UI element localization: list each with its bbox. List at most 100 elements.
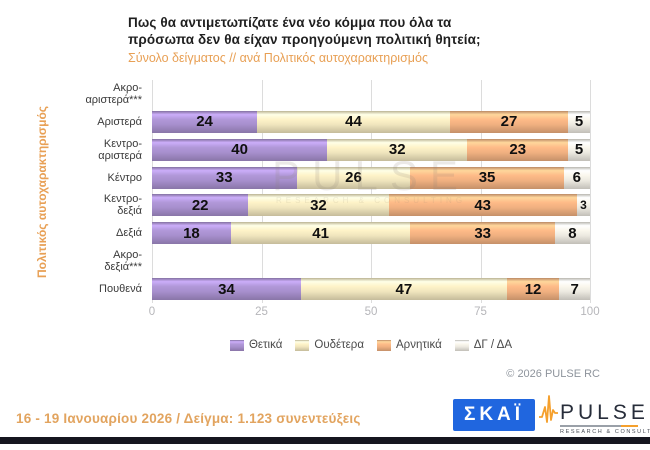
bar-value-label: 32 [310,196,327,214]
legend-swatch [229,339,244,351]
bar-row [152,83,590,105]
bar-segment: 47 [300,278,507,301]
y-axis-label: Κέντρο [107,171,142,184]
bar-value-label: 26 [345,169,362,187]
bar-value-label: 32 [388,141,406,159]
bar-segment: 22 [152,194,249,217]
bar-value-label: 40 [231,141,248,159]
bar-segment: 24 [152,110,258,133]
bar-segment: 35 [410,166,564,189]
bar-segment: 27 [449,110,569,133]
legend-item: ΔΓ / ΔΑ [454,339,513,351]
bar-row [152,250,590,272]
bar-segment: 32 [248,194,389,217]
x-axis-tick-label: 25 [255,306,268,318]
gridline [480,80,482,303]
bar-segment: 34 [152,278,301,301]
header: Πως θα αντιμετωπίζατε ένα νέο κόμμα που … [128,14,481,65]
chart-title: Πως θα αντιμετωπίζατε ένα νέο κόμμα που … [128,15,481,47]
x-axis-tick-label: 0 [148,306,156,318]
bar-value-label: 12 [524,280,542,298]
chart-subtitle: Σύνολο δείγματος // ανά Πολιτικός αυτοχα… [128,51,428,65]
bar-value-label: 7 [570,280,579,298]
bar-segment: 43 [388,194,577,217]
pulse-logo: PULSE RESEARCH & CONSULTING [538,394,650,435]
x-axis: 0 25 50 75 100 [148,306,600,320]
bar-segment: 44 [257,110,450,133]
x-axis-tick-label: 75 [474,306,487,318]
bar-value-label: 22 [191,196,209,214]
legend-swatch [295,339,310,351]
bar-value-label: 8 [568,224,577,242]
bottom-bar [0,437,650,444]
bar-row: 18 41 33 8 [152,222,590,245]
legend-label: ΔΓ / ΔΑ [473,339,513,351]
bar-value-label: 43 [474,196,492,214]
bar-segment: 40 [152,138,328,161]
legend-label: Ουδέτερα [314,339,364,351]
bar-segment: 6 [563,166,590,189]
bar-value-label: 24 [196,113,213,131]
bar-segment: 18 [152,222,231,245]
pulse-logo-top: PULSE [538,394,645,424]
bar-segment: 26 [296,166,411,189]
bar-segment: 7 [559,278,590,301]
y-axis-label: Ακρο- αριστερά*** [85,81,142,106]
bar-segment: 3 [576,194,590,217]
bar-value-label: 44 [345,113,362,131]
bar-value-label: 47 [395,280,413,298]
bar-value-label: 41 [312,224,329,242]
legend-swatch [454,339,469,351]
gridline [371,80,372,303]
bar-value-label: 35 [478,169,496,187]
bar-value-label: 18 [183,224,200,242]
legend-item: Αρνητικά [377,339,442,351]
legend: Θετικά Ουδέτερα Αρνητικά ΔΓ / ΔΑ [152,339,590,351]
y-axis-label: Αριστερά [97,115,142,128]
bar-segment: 5 [568,138,590,161]
bar-value-label: 23 [509,141,527,159]
pulse-logo-subtext: RESEARCH & CONSULTING [560,429,650,435]
bar-value-label: 5 [574,113,584,131]
bar-value-label: 33 [215,169,233,187]
x-axis-tick-label: 50 [364,306,378,318]
y-axis-label: Πουθενά [99,283,142,296]
survey-info-text: 16 - 19 Ιανουαρίου 2026 / Δείγμα: 1.123 … [16,411,361,426]
pulse-logo-divider [560,425,638,427]
y-axis-label: Κεντρο- δεξιά [103,193,142,218]
y-axis-label: Κεντρο- αριστερά [98,137,142,162]
chart-plot-area: 24 44 27 5 40 32 23 5 33 26 35 6 22 32 43 3 18 41 33 8 34 47 1… [152,80,591,303]
legend-label: Αρνητικά [396,339,442,351]
bar-row: 40 32 23 5 [152,138,590,161]
bar-row: 34 47 12 7 [152,278,590,301]
bar-value-label: 34 [218,280,235,298]
pulse-waveform-icon [539,395,558,423]
bar-segment: 33 [410,222,555,245]
y-axis-labels: Ακρο- αριστερά*** Αριστερά Κεντρο- αριστερ… [38,80,146,303]
bar-segment: 23 [467,138,569,161]
bar-value-label: 5 [574,141,584,159]
bar-segment: 32 [327,138,468,161]
skai-logo: ΣΚΑΪ [453,399,535,431]
bar-value-label: 3 [580,198,587,213]
legend-item: Ουδέτερα [295,339,364,351]
y-axis-label: Δεξιά [116,227,142,240]
bar-segment: 41 [230,222,411,245]
bar-segment: 5 [568,110,590,133]
bar-row: 24 44 27 5 [152,110,590,133]
gridline [590,80,591,303]
bar-value-label: 27 [500,113,518,131]
bar-segment: 8 [554,222,590,245]
bar-segment: 12 [506,278,560,301]
legend-label: Θετικά [248,339,283,351]
gridline [152,80,153,303]
bar-segment: 33 [152,166,297,189]
pulse-logo-text: PULSE [560,401,649,424]
copyright-text: © 2026 PULSE RC [506,368,600,380]
bar-row: 33 26 35 6 [152,166,590,189]
legend-item: Θετικά [229,339,283,351]
y-axis-label: Ακρο- δεξιά*** [104,249,142,274]
gridline [261,80,263,303]
bar-row: 22 32 43 3 [152,194,590,217]
